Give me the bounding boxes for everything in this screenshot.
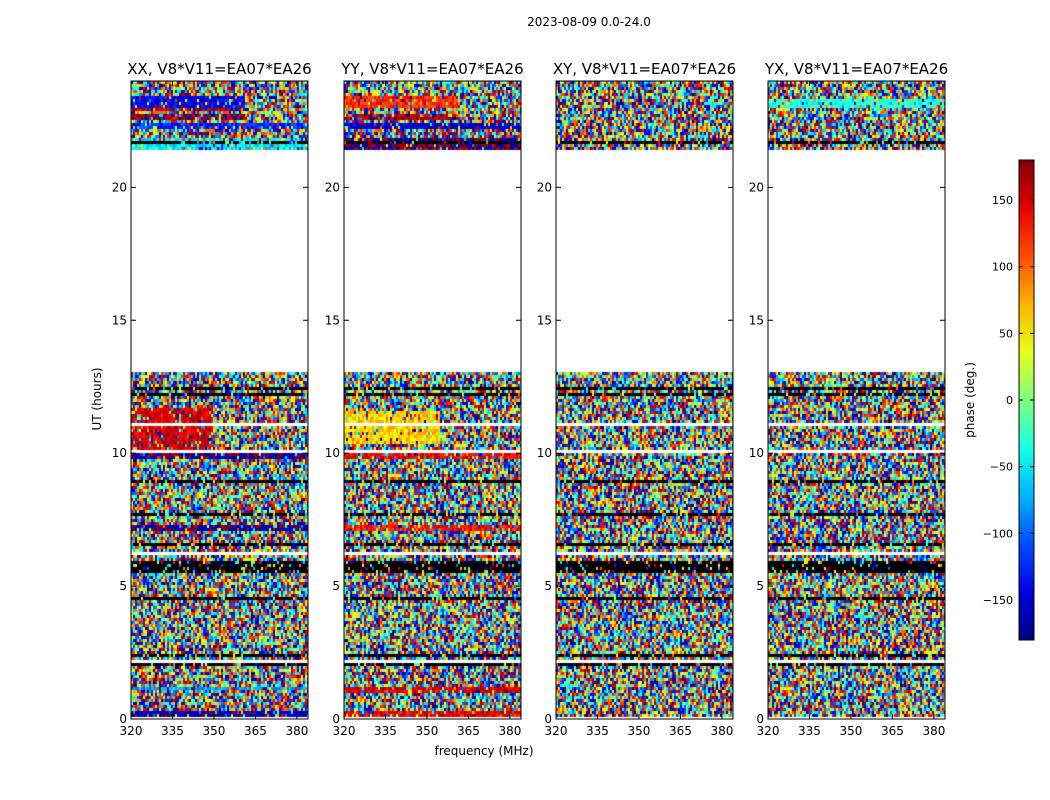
x-tick-label: 350 [628,724,651,738]
x-tick-label: 380 [710,724,733,738]
panel-title: XX, V8*V11=EA07*EA26 [127,60,311,78]
y-axis-label: UT (hours) [90,367,104,430]
panel-frame [555,80,734,720]
figure-title: 2023-08-09 0.0-24.0 [527,15,651,29]
colorbar: 150 100 50 0 −50 −100 −150 [983,159,1035,641]
colorbar-label: phase (deg.) [963,362,977,438]
y-tick-label: 0 [332,712,340,726]
y-tick-label: 5 [332,579,340,593]
panel-xx: XX, V8*V11=EA07*EA26 320 335 350 365 380 0 5 10 1… [112,60,312,738]
panel-image-xy [556,81,733,719]
y-tick-label: 0 [119,712,127,726]
colorbar-tick-label: 50 [999,327,1013,340]
colorbar-tick-label: −150 [983,594,1013,607]
y-tick-label: 15 [112,313,127,327]
x-tick-label: 380 [498,724,521,738]
panel-yx: YX, V8*V11=EA07*EA26 320 335 350 365 380 0 5 10 1… [749,60,948,738]
panel-frame [130,80,309,720]
y-tick-label: 10 [112,446,127,460]
x-tick-label: 335 [798,724,821,738]
y-tick-label: 5 [119,579,127,593]
panel-frame [767,80,946,720]
panel-title: XY, V8*V11=EA07*EA26 [553,60,736,78]
x-tick-label: 380 [922,724,945,738]
y-tick-label: 20 [325,180,340,194]
panel-image-yx [768,81,945,719]
panel-title: YX, V8*V11=EA07*EA26 [764,60,948,78]
x-tick-label: 380 [285,724,308,738]
x-tick-label: 335 [374,724,397,738]
x-tick-label: 320 [333,724,356,738]
panel-frame [343,80,522,720]
x-tick-label: 365 [457,724,480,738]
colorbar-tick-label: 100 [992,261,1013,274]
x-tick-label: 320 [120,724,143,738]
y-tick-label: 10 [537,446,552,460]
x-tick-label: 320 [757,724,780,738]
x-tick-label: 320 [545,724,568,738]
colorbar-tick-label: 150 [992,194,1013,207]
x-tick-label: 350 [416,724,439,738]
x-tick-label: 350 [840,724,863,738]
colorbar-tick-label: −100 [983,527,1013,540]
x-tick-label: 365 [244,724,267,738]
panels-group: XX, V8*V11=EA07*EA26 320 335 350 365 380 0 5 10 1… [112,60,948,738]
y-tick-label: 0 [544,712,552,726]
y-tick-label: 10 [749,446,764,460]
y-tick-label: 15 [537,313,552,327]
y-tick-label: 20 [749,180,764,194]
panel-image-yy [344,81,521,719]
x-tick-label: 335 [161,724,184,738]
x-tick-label: 365 [669,724,692,738]
panel-title: YY, V8*V11=EA07*EA26 [340,60,523,78]
x-tick-label: 365 [881,724,904,738]
y-tick-label: 20 [112,180,127,194]
y-tick-label: 20 [537,180,552,194]
panel-yy: YY, V8*V11=EA07*EA26 320 335 350 365 380 0 5 10 1… [325,60,524,738]
y-tick-label: 0 [756,712,764,726]
x-tick-label: 350 [203,724,226,738]
colorbar-tick-label: −50 [990,461,1013,474]
y-tick-label: 10 [325,446,340,460]
x-axis-label: frequency (MHz) [434,744,533,758]
y-tick-label: 15 [325,313,340,327]
colorbar-tick-label: 0 [1006,394,1013,407]
panel-image-xx [131,81,308,719]
y-tick-label: 15 [749,313,764,327]
y-tick-label: 5 [756,579,764,593]
x-tick-label: 335 [586,724,609,738]
y-tick-label: 5 [544,579,552,593]
panel-xy: XY, V8*V11=EA07*EA26 320 335 350 365 380 0 5 10 1… [537,60,736,738]
